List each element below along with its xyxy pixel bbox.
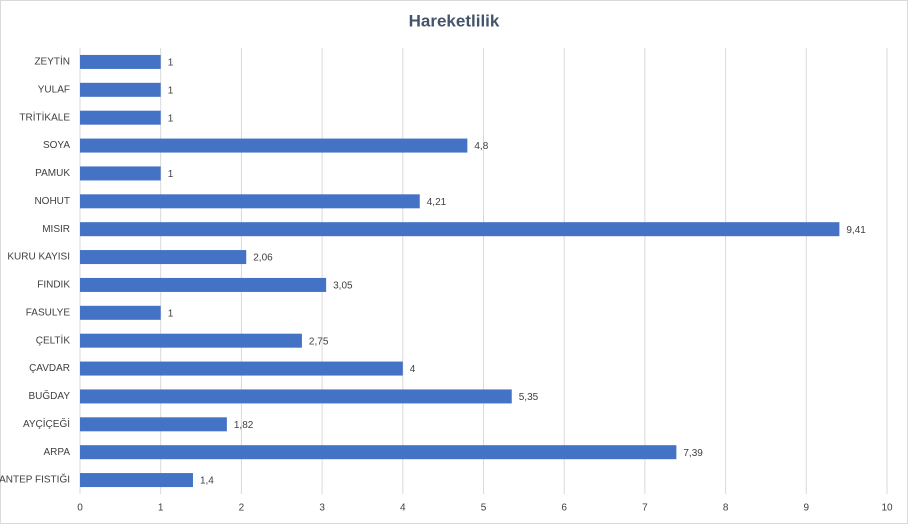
x-tick-label: 10 [881, 503, 893, 514]
value-label: 1,4 [200, 476, 214, 487]
bar [80, 445, 677, 460]
x-tick-label: 1 [158, 503, 164, 514]
value-label: 9,41 [846, 225, 866, 236]
bar [80, 222, 840, 237]
value-label: 7,39 [683, 448, 703, 459]
y-tick-label: ÇAVDAR [29, 363, 70, 374]
x-tick-label: 3 [319, 503, 325, 514]
value-label: 3,05 [333, 281, 353, 292]
x-tick-label: 0 [77, 503, 83, 514]
value-label: 1 [168, 169, 174, 180]
y-tick-label: SOYA [43, 140, 70, 151]
x-tick-label: 5 [481, 503, 487, 514]
value-label: 2,75 [309, 336, 329, 347]
x-tick-label: 9 [804, 503, 810, 514]
y-tick-label: FINDIK [37, 280, 70, 291]
y-tick-label: TRİTİKALE [19, 110, 70, 123]
bar [80, 417, 227, 432]
value-label: 4,8 [474, 141, 488, 152]
bar [80, 54, 161, 69]
y-tick-label: MISIR [42, 224, 70, 235]
bar [80, 389, 512, 404]
y-tick-label: PAMUK [35, 168, 70, 179]
y-tick-label: ARPA [44, 447, 71, 458]
value-label: 4,21 [427, 197, 447, 208]
bar [80, 473, 193, 488]
y-tick-label: ANTEP FISTIĞI [0, 473, 70, 486]
bar [80, 305, 161, 320]
x-tick-label: 8 [723, 503, 729, 514]
x-tick-label: 2 [239, 503, 245, 514]
x-tick-label: 6 [561, 503, 567, 514]
y-tick-label: KURU KAYISI [7, 252, 70, 263]
value-label: 1 [168, 85, 174, 96]
bar [80, 361, 403, 376]
y-tick-label: ZEYTİN [34, 55, 70, 68]
value-label: 4 [410, 364, 416, 375]
bar [80, 250, 247, 265]
bar [80, 82, 161, 97]
bar [80, 110, 161, 125]
bar [80, 333, 302, 348]
value-label: 5,35 [519, 392, 539, 403]
y-tick-label: FASULYE [26, 307, 71, 318]
y-tick-label: ÇELTİK [36, 333, 71, 346]
bar [80, 138, 468, 153]
y-tick-label: BUĞDAY [29, 389, 71, 402]
y-tick-label: AYÇİÇEĞİ [23, 417, 70, 430]
bar [80, 277, 327, 292]
chart-title: Hareketlilik [409, 11, 500, 30]
bar [80, 166, 161, 181]
value-label: 1 [168, 113, 174, 124]
value-label: 1,82 [234, 420, 254, 431]
value-label: 1 [168, 308, 174, 319]
x-tick-label: 4 [400, 503, 406, 514]
value-label: 2,06 [253, 253, 273, 264]
y-tick-label: NOHUT [34, 196, 70, 207]
bar [80, 194, 420, 209]
x-tick-label: 7 [642, 503, 648, 514]
y-tick-label: YULAF [38, 84, 70, 95]
value-label: 1 [168, 58, 174, 69]
